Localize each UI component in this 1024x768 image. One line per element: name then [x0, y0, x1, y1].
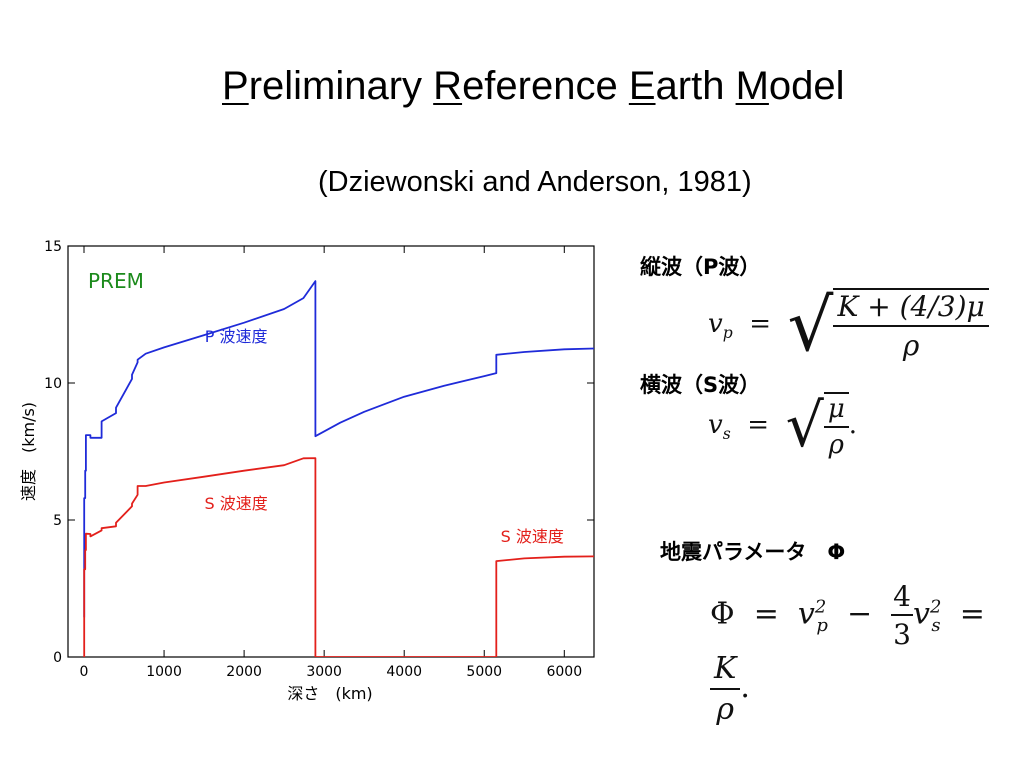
vp-fraction: K + (4/3)μ ρ [833, 290, 989, 362]
series-annotation-s-1: S 波速度 [204, 494, 267, 513]
series-annotation-p-0: P 波速度 [205, 327, 268, 346]
p-wave-label: 縦波（P波） [640, 255, 761, 279]
x-tick-label: 5000 [466, 664, 502, 680]
y-tick-label: 10 [44, 376, 62, 392]
y-tick-label: 0 [53, 650, 62, 666]
k-over-rho-fraction: K ρ [710, 651, 741, 727]
title-part-2: Reference [433, 64, 629, 108]
slide-title: Preliminary Reference Earth Model [222, 58, 942, 114]
seismic-parameter-label: 地震パラメータ Φ [660, 540, 846, 564]
x-tick-label: 1000 [146, 664, 182, 680]
legend-prem: PREM [88, 269, 144, 293]
x-tick-label: 2000 [226, 664, 262, 680]
sqrt-vp: √ K + (4/3)μ ρ [788, 288, 989, 362]
series-annotation-s-2: S 波速度 [501, 527, 564, 546]
s-wave-label: 横波（S波） [640, 373, 761, 397]
phi-equation: Φ = v2p − 4 3 v2s = K ρ . [710, 580, 995, 727]
prem-chart: 0 1000 2000 3000 4000 5000 6000 0 5 10 15 深さ (km) 速度… [0, 228, 610, 718]
sqrt-vs: √ μ ρ [786, 392, 849, 460]
y-axis-label: 速度 (km/s) [19, 402, 38, 501]
four-thirds-fraction: 4 3 [891, 580, 913, 651]
title-part-4: Model [735, 64, 845, 108]
title-part-1: Preliminary [222, 64, 434, 108]
y-tick-label: 5 [53, 513, 62, 529]
y-tick-label: 15 [44, 239, 62, 255]
vs-fraction: μ ρ [823, 394, 849, 460]
x-tick-label: 0 [80, 664, 89, 680]
plot-frame [67, 245, 595, 658]
x-tick-label: 4000 [386, 664, 422, 680]
vp-equation: vp = √ K + (4/3)μ ρ [708, 288, 989, 362]
series-line-p-wave [83, 280, 594, 619]
vs-equation: vs = √ μ ρ . [708, 391, 857, 461]
x-axis-label: 深さ (km) [287, 684, 372, 703]
velocity-depth-chart: 0 1000 2000 3000 4000 5000 6000 0 5 10 15 深さ (km) 速度… [19, 239, 595, 703]
title-part-3: Earth [628, 64, 736, 108]
x-tick-label: 6000 [546, 664, 582, 680]
series-line-s-wave [83, 457, 594, 657]
x-tick-label: 3000 [306, 664, 342, 680]
citation-subtitle: (Dziewonski and Anderson, 1981) [318, 166, 752, 198]
